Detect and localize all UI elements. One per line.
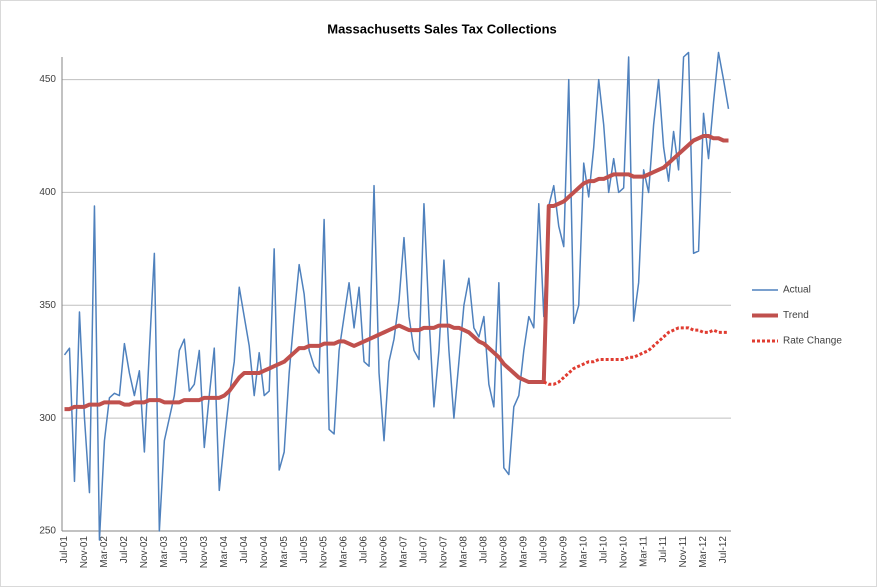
x-tick-label: Mar-06 [339,536,350,568]
x-tick-label: Nov-01 [79,536,90,569]
chart-title: Massachusetts Sales Tax Collections [327,21,557,36]
x-tick-label: Jul-01 [59,536,70,564]
series-line [64,134,729,412]
y-tick-label: 450 [39,74,56,85]
x-tick-label: Nov-05 [319,536,330,569]
legend-label: Trend [783,310,809,321]
x-tick-label: Mar-05 [279,536,290,568]
x-tick-label: Jul-03 [179,536,190,564]
x-tick-label: Nov-06 [379,536,390,569]
x-tick-label: Mar-03 [159,536,170,568]
x-tick-label: Nov-11 [678,536,689,568]
x-tick-label: Jul-08 [479,536,490,564]
x-tick-label: Mar-12 [698,536,709,568]
series-line [63,51,730,541]
x-tick-label: Jul-10 [598,536,609,564]
x-tick-label: Mar-10 [578,536,589,568]
series-line [543,326,729,386]
legend-label: Actual [783,285,811,296]
x-tick-label: Jul-11 [658,536,669,563]
x-tick-label: Jul-09 [538,536,549,564]
x-tick-label: Mar-08 [459,536,470,568]
x-tick-label: Mar-09 [518,536,529,568]
x-tick-label: Mar-07 [399,536,410,568]
x-tick-label: Nov-10 [618,536,629,569]
x-tick-label: Nov-04 [259,536,270,569]
x-tick-label: Jul-06 [359,536,370,564]
x-tick-label: Jul-12 [718,536,729,564]
x-tick-label: Nov-07 [439,536,450,569]
legend-label: Rate Change [783,336,842,347]
x-tick-label: Jul-02 [119,536,130,564]
y-tick-label: 250 [39,526,56,537]
x-tick-label: Mar-04 [219,536,230,568]
x-tick-label: Jul-05 [299,536,310,564]
y-tick-label: 400 [39,187,56,198]
x-tick-label: Nov-02 [139,536,150,569]
x-tick-label: Mar-02 [99,536,110,568]
y-tick-label: 300 [39,413,56,424]
x-tick-label: Mar-11 [638,536,649,567]
x-tick-label: Jul-07 [419,536,430,564]
x-tick-label: Nov-08 [498,536,509,569]
x-tick-label: Nov-09 [558,536,569,569]
x-tick-label: Jul-04 [239,536,250,564]
x-tick-label: Nov-03 [199,536,210,569]
y-tick-label: 350 [39,300,56,311]
